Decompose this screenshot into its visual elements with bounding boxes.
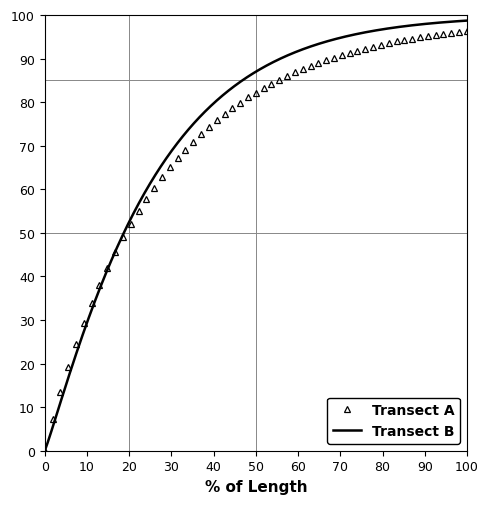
Transect B — [371, 29, 377, 35]
Transect B — [379, 27, 385, 33]
Transect A — [198, 132, 204, 138]
Transect A — [456, 29, 462, 35]
Line: Transect B: Transect B — [45, 22, 467, 451]
Transect B — [85, 318, 91, 324]
Transect A — [144, 196, 149, 203]
Transect A — [42, 447, 48, 453]
Transect B — [42, 448, 48, 454]
Transect B — [464, 19, 470, 25]
Transect B — [332, 37, 338, 43]
Transect A — [120, 235, 126, 241]
Transect B — [213, 99, 219, 106]
X-axis label: % of Length: % of Length — [204, 479, 307, 494]
Legend: Transect A, Transect B: Transect A, Transect B — [327, 398, 460, 444]
Transect A — [89, 300, 95, 307]
Line: Transect A: Transect A — [42, 28, 470, 454]
Transect B — [228, 87, 234, 93]
Transect A — [464, 28, 470, 34]
Transect A — [417, 35, 423, 41]
